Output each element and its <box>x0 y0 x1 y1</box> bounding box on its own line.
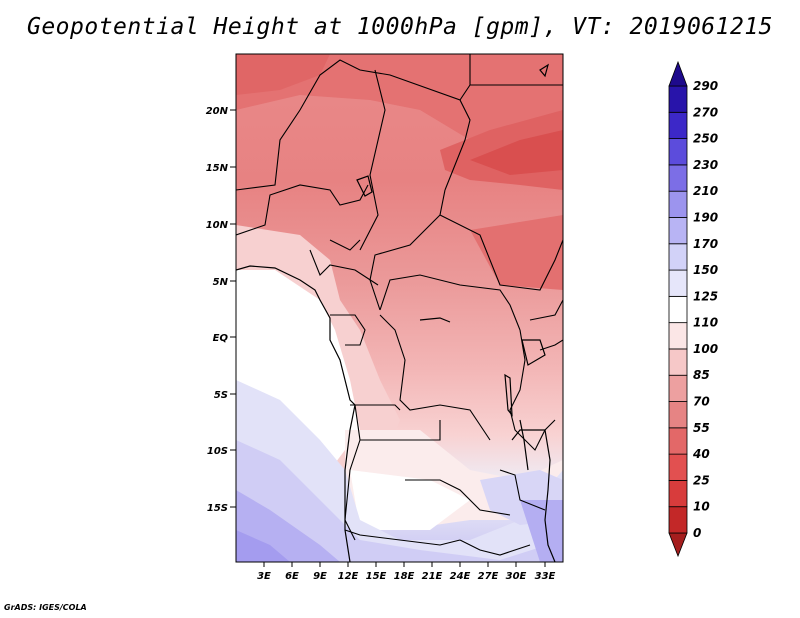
colorbar-label: 10 <box>693 500 710 514</box>
lon-tick-label: 12E <box>338 571 359 582</box>
colorbar-segment <box>668 427 688 455</box>
credit-label: GrADS: IGES/COLA <box>4 603 87 612</box>
country-borders <box>236 54 563 556</box>
colorbar: 0 10 25 40 55 70 85 100 110 125 150 170 190 210 230 250… <box>668 60 718 558</box>
coastline <box>236 265 556 562</box>
lakes <box>356 63 549 471</box>
lat-tick-label: 5N <box>213 277 229 288</box>
lat-tick-label: 15S <box>207 503 228 514</box>
lon-tick-label: 33E <box>535 571 556 582</box>
map-title: Geopotential Height at 1000hPa [gpm], VT… <box>26 14 774 40</box>
lon-tick-label: 3E <box>257 571 271 582</box>
colorbar-segment <box>668 138 688 166</box>
colorbar-label: 25 <box>693 473 710 487</box>
colorbar-segment <box>668 322 688 350</box>
colorbar-segment <box>668 164 688 192</box>
lat-tick-label: 20N <box>206 106 229 117</box>
colorbar-label: 250 <box>693 132 718 146</box>
colorbar-label: 150 <box>693 263 718 277</box>
height-field <box>236 54 563 562</box>
colorbar-label: 40 <box>692 447 710 461</box>
colorbar-label: 190 <box>693 210 718 224</box>
lat-tick-label: 5S <box>214 390 228 401</box>
colorbar-segment <box>668 532 688 558</box>
colorbar-segment <box>668 217 688 245</box>
lon-axis: 3E 6E 9E 12E 15E 18E 21E 24E 27E 30E 33E <box>257 562 556 582</box>
lon-tick-label: 27E <box>478 571 499 582</box>
colorbar-label: 210 <box>693 184 718 198</box>
colorbar-segment <box>668 85 688 113</box>
colorbar-segment <box>668 348 688 376</box>
colorbar-label: 230 <box>693 158 718 172</box>
lon-tick-label: 15E <box>366 571 387 582</box>
lat-tick-label: 15N <box>206 163 229 174</box>
colorbar-label: 270 <box>693 105 718 119</box>
colorbar-label: 125 <box>693 289 718 303</box>
colorbar-label: 55 <box>693 421 710 435</box>
colorbar-label: 0 <box>693 526 701 540</box>
lon-tick-label: 9E <box>313 571 327 582</box>
colorbar-segment <box>668 60 688 87</box>
colorbar-segment <box>668 480 688 508</box>
colorbar-label: 170 <box>693 237 718 251</box>
lon-tick-label: 6E <box>285 571 299 582</box>
colorbar-segment <box>668 453 688 481</box>
colorbar-segment <box>668 190 688 218</box>
lat-tick-label: 10N <box>206 220 229 231</box>
lon-tick-label: 21E <box>422 571 443 582</box>
lon-tick-label: 24E <box>450 571 471 582</box>
lat-tick-label: 10S <box>207 446 228 457</box>
colorbar-segment <box>668 295 688 324</box>
colorbar-label: 100 <box>693 342 718 356</box>
map-frame <box>235 53 564 563</box>
colorbar-segment <box>668 243 688 271</box>
colorbar-segment <box>668 506 688 534</box>
colorbar-label: 85 <box>693 368 710 382</box>
colorbar-segment <box>668 401 688 429</box>
colorbar-label: 70 <box>693 395 710 409</box>
colorbar-segment <box>668 111 688 139</box>
colorbar-label: 110 <box>693 316 718 330</box>
colorbar-segment <box>668 269 688 297</box>
lon-tick-label: 30E <box>506 571 527 582</box>
colorbar-segment <box>668 374 688 402</box>
lon-tick-label: 18E <box>394 571 415 582</box>
lat-axis: 20N 15N 10N 5N EQ 5S 10S 15S <box>206 106 236 514</box>
colorbar-label: 290 <box>693 79 718 93</box>
lat-tick-label: EQ <box>213 333 229 344</box>
